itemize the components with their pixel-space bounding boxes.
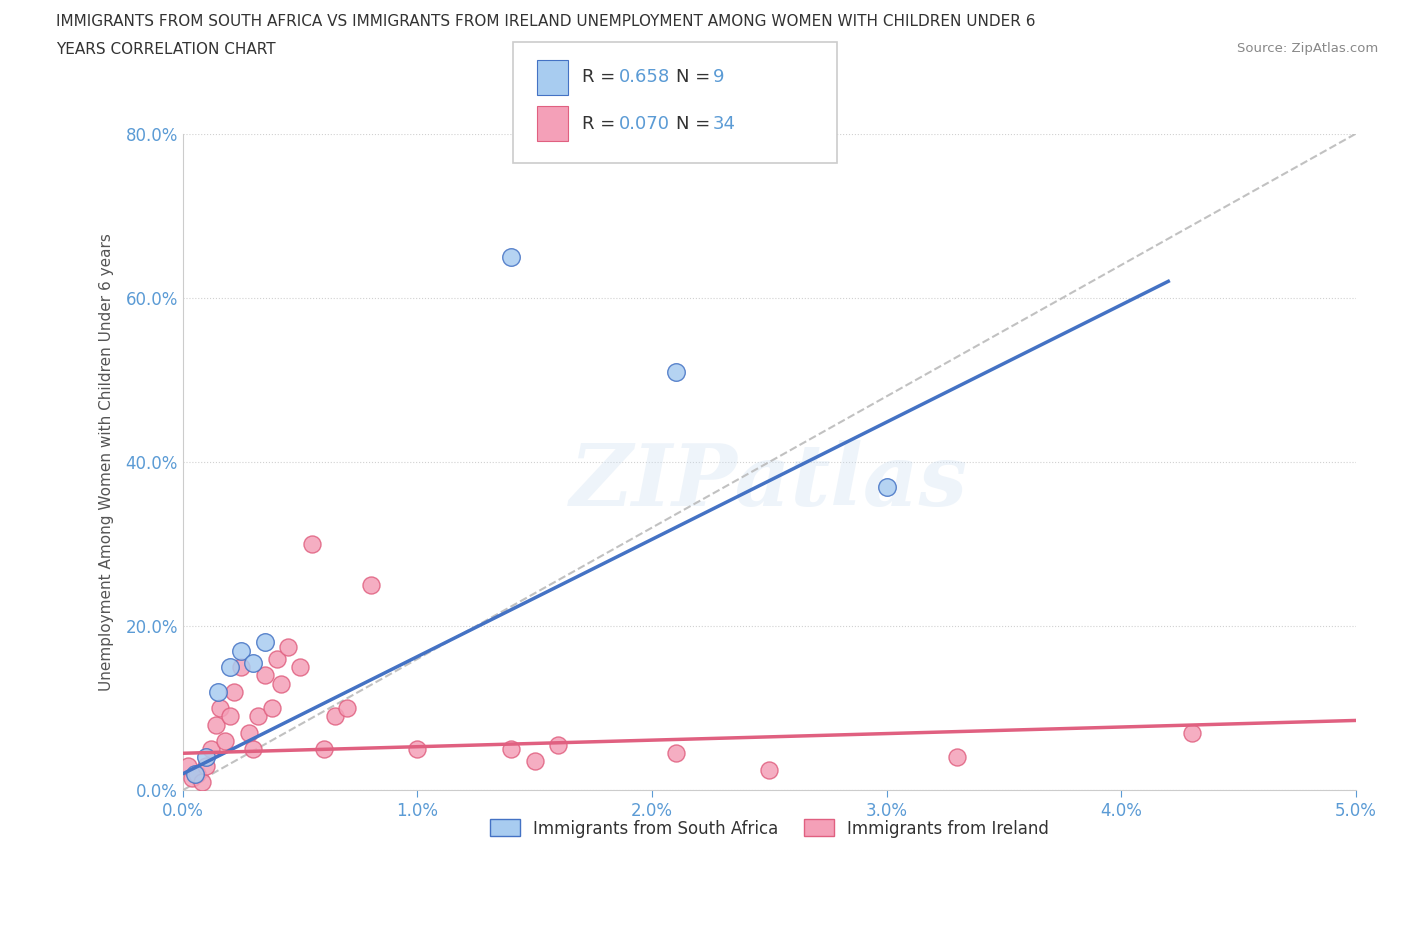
Point	[946, 750, 969, 764]
Point	[266, 651, 288, 666]
Point	[242, 656, 264, 671]
Point	[325, 709, 347, 724]
Text: IMMIGRANTS FROM SOUTH AFRICA VS IMMIGRANTS FROM IRELAND UNEMPLOYMENT AMONG WOMEN: IMMIGRANTS FROM SOUTH AFRICA VS IMMIGRAN…	[56, 14, 1036, 29]
Point	[183, 766, 205, 781]
Text: 0.658: 0.658	[619, 68, 669, 86]
Point	[1181, 725, 1204, 740]
Point	[664, 365, 686, 379]
Text: ZIPatlas: ZIPatlas	[571, 440, 969, 524]
Legend: Immigrants from South Africa, Immigrants from Ireland: Immigrants from South Africa, Immigrants…	[484, 813, 1056, 844]
Point	[176, 758, 198, 773]
Point	[246, 709, 269, 724]
Y-axis label: Unemployment Among Women with Children Under 6 years: Unemployment Among Women with Children U…	[100, 232, 114, 691]
Point	[360, 578, 382, 592]
Text: R =: R =	[582, 114, 621, 133]
Point	[231, 659, 253, 674]
Point	[218, 709, 240, 724]
Point	[214, 734, 236, 749]
Point	[186, 766, 208, 781]
Point	[301, 537, 323, 551]
Point	[242, 742, 264, 757]
Point	[218, 659, 240, 674]
Point	[288, 659, 311, 674]
Point	[200, 742, 222, 757]
Text: 0.070: 0.070	[619, 114, 669, 133]
Point	[181, 770, 204, 785]
Point	[501, 249, 523, 264]
Point	[253, 668, 276, 683]
Text: R =: R =	[582, 68, 621, 86]
Point	[195, 758, 218, 773]
Point	[270, 676, 292, 691]
Point	[231, 644, 253, 658]
Text: 9: 9	[713, 68, 724, 86]
Point	[238, 725, 260, 740]
Text: N =: N =	[676, 68, 716, 86]
Point	[312, 742, 335, 757]
Point	[277, 639, 299, 654]
Point	[207, 684, 229, 699]
Point	[336, 700, 359, 715]
Text: YEARS CORRELATION CHART: YEARS CORRELATION CHART	[56, 42, 276, 57]
Point	[190, 775, 212, 790]
Point	[523, 754, 546, 769]
Point	[260, 700, 283, 715]
Point	[224, 684, 246, 699]
Point	[209, 700, 232, 715]
Point	[547, 737, 569, 752]
Point	[253, 635, 276, 650]
Point	[758, 763, 780, 777]
Text: N =: N =	[676, 114, 716, 133]
Point	[664, 746, 686, 761]
Point	[501, 742, 523, 757]
Point	[195, 750, 218, 764]
Point	[204, 717, 226, 732]
Point	[876, 479, 898, 494]
Text: 34: 34	[713, 114, 735, 133]
Point	[406, 742, 429, 757]
Text: Source: ZipAtlas.com: Source: ZipAtlas.com	[1237, 42, 1378, 55]
